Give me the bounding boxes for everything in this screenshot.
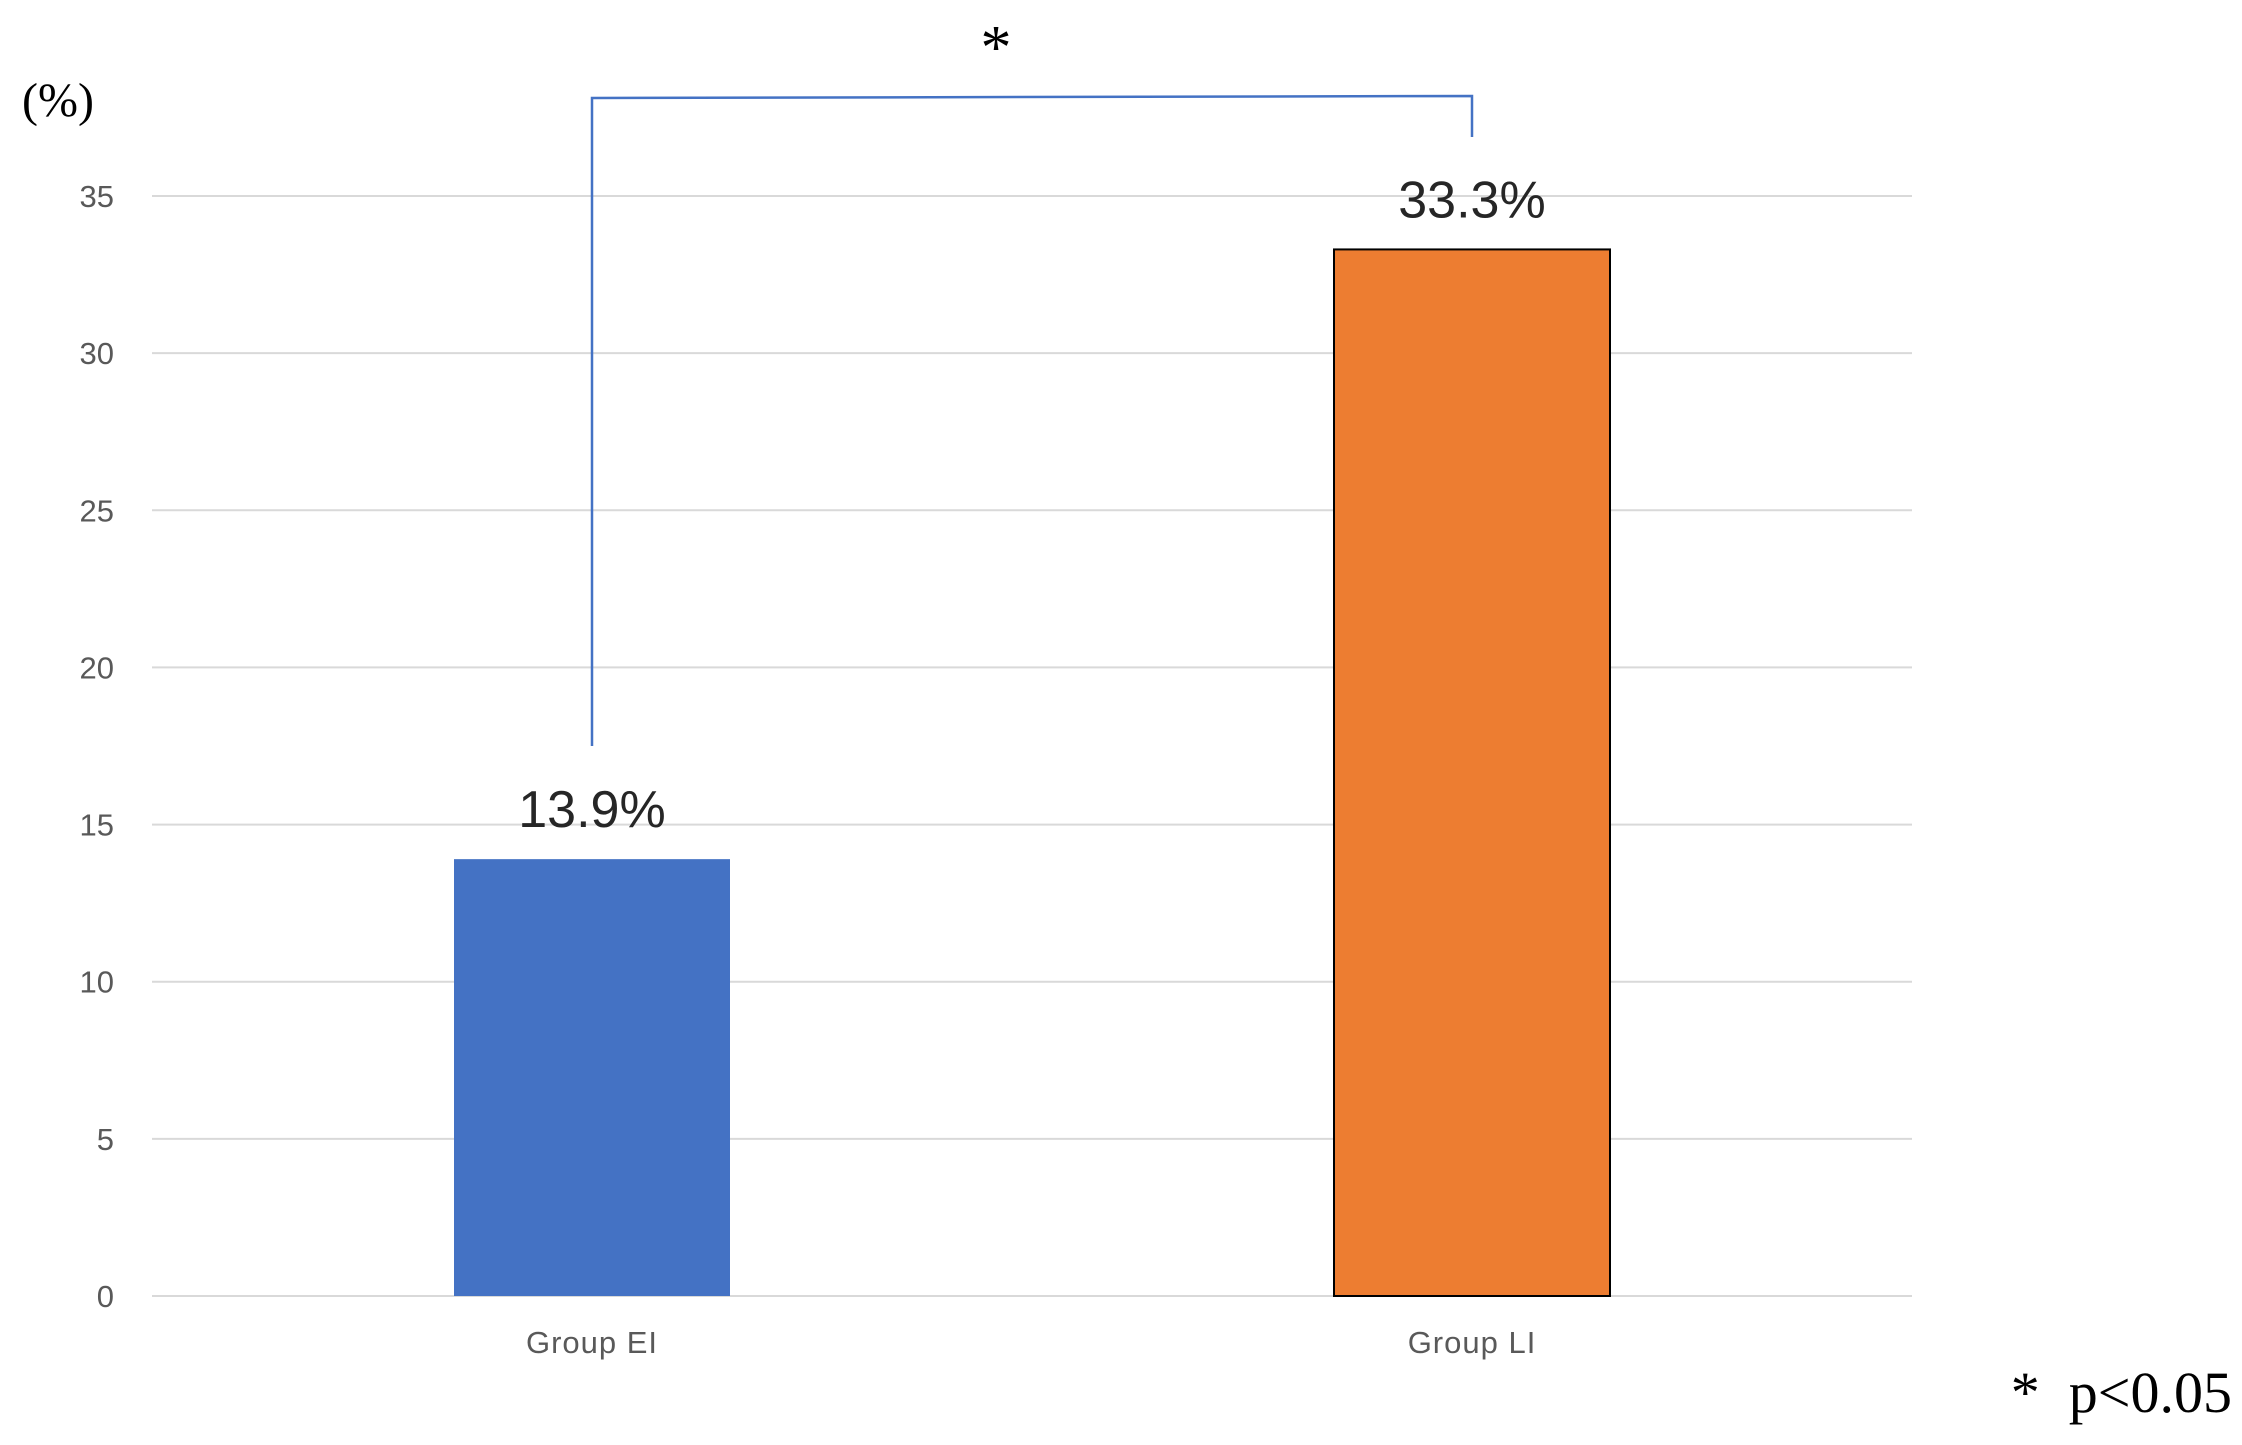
significance-footnote: * p<0.05 <box>2011 1360 2232 1425</box>
y-tick-label: 30 <box>80 336 114 371</box>
x-category-label: Group EI <box>526 1325 658 1360</box>
significance-bracket: * <box>590 14 1474 746</box>
y-tick-label: 25 <box>80 493 114 528</box>
y-tick-label: 20 <box>80 650 114 685</box>
bar-group-li <box>1333 248 1611 1297</box>
significance-bracket-line <box>590 94 1474 746</box>
bar-group-ei <box>454 859 730 1296</box>
bars <box>454 248 1611 1297</box>
y-tick-label: 35 <box>80 179 114 214</box>
y-axis-unit-label: (%) <box>22 74 94 127</box>
significance-star: * <box>981 14 1012 82</box>
y-tick-label: 10 <box>80 965 114 1000</box>
gridlines <box>152 195 1912 1297</box>
y-tick-label: 0 <box>97 1279 114 1314</box>
x-category-label: Group LI <box>1408 1325 1537 1360</box>
x-axis-categories: Group EI Group LI <box>526 1325 1537 1360</box>
y-tick-label: 5 <box>97 1122 114 1157</box>
data-labels: 13.9% 33.3% <box>518 171 1545 839</box>
y-tick-label: 15 <box>80 808 114 843</box>
y-axis-ticks: 0 5 10 15 20 25 30 35 <box>80 179 114 1314</box>
data-label: 33.3% <box>1398 171 1545 229</box>
data-label: 13.9% <box>518 781 665 839</box>
